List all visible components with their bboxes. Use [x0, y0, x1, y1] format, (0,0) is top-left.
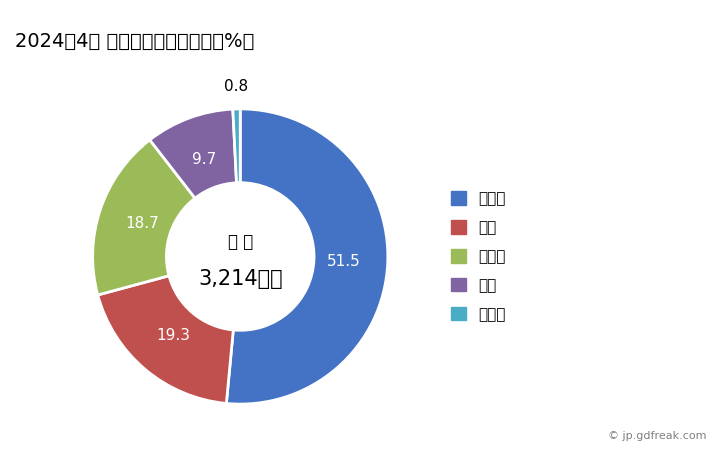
Wedge shape: [233, 109, 240, 183]
Wedge shape: [150, 109, 237, 198]
Text: 総 額: 総 額: [228, 233, 253, 251]
Wedge shape: [92, 140, 195, 295]
Text: 2024年4月 輸出相手国のシェア（%）: 2024年4月 輸出相手国のシェア（%）: [15, 32, 254, 50]
Text: 19.3: 19.3: [157, 328, 191, 343]
Text: © jp.gdfreak.com: © jp.gdfreak.com: [608, 431, 706, 441]
Wedge shape: [98, 276, 233, 404]
Text: 51.5: 51.5: [327, 254, 360, 269]
Wedge shape: [226, 109, 388, 404]
Text: 18.7: 18.7: [125, 216, 159, 231]
Text: 3,214万円: 3,214万円: [198, 269, 282, 288]
Text: 0.8: 0.8: [224, 79, 248, 94]
Text: 9.7: 9.7: [192, 152, 216, 167]
Legend: カナダ, 米国, ドイツ, 中国, その他: カナダ, 米国, ドイツ, 中国, その他: [451, 191, 506, 322]
